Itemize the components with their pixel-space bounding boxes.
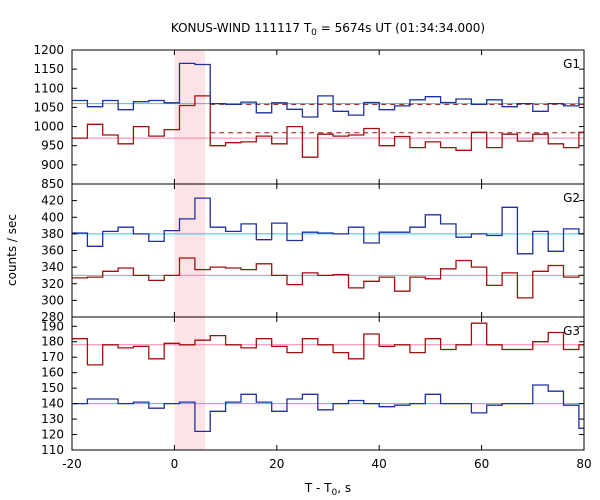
y-axis-label: counts / sec <box>5 214 19 286</box>
y-tick-label: 120 <box>41 428 64 442</box>
panel-G1-blue-series <box>72 62 584 118</box>
series-layer <box>72 62 584 433</box>
y-tick-label: 380 <box>41 227 64 241</box>
panel-G2-red-series <box>72 257 584 299</box>
panel-G3-blue-series <box>72 384 584 433</box>
y-tick-label: 150 <box>41 381 64 395</box>
x-tick-label: -20 <box>62 457 82 471</box>
y-tick-label: 950 <box>41 139 64 153</box>
x-axis-label: T - T0, s <box>304 481 351 498</box>
y-tick-label: 900 <box>41 158 64 172</box>
chart-title: KONUS-WIND 111117 T0 = 5674s UT (01:34:3… <box>171 21 485 38</box>
x-tick-label: 40 <box>372 457 387 471</box>
x-tick-label: 0 <box>171 457 179 471</box>
y-tick-label: 160 <box>41 366 64 380</box>
y-tick-label: 190 <box>41 319 64 333</box>
y-tick-label: 140 <box>41 397 64 411</box>
x-tick-label: 80 <box>576 457 591 471</box>
panel-label-G1: G1 <box>563 57 580 71</box>
y-tick-label: 1050 <box>33 100 64 114</box>
panel-G1-frame <box>71 49 585 185</box>
x-tick-label: 60 <box>474 457 489 471</box>
y-tick-label: 280 <box>41 310 64 324</box>
y-tick-label: 320 <box>41 277 64 291</box>
y-tick-label: 400 <box>41 210 64 224</box>
y-tick-label: 1150 <box>33 62 64 76</box>
ticks-layer <box>71 49 585 451</box>
panel-G3-frame <box>71 316 585 451</box>
y-tick-label: 130 <box>41 412 64 426</box>
y-tick-label: 850 <box>41 177 64 191</box>
y-tick-label: 170 <box>41 350 64 364</box>
y-tick-label: 300 <box>41 293 64 307</box>
panel-G3-red-series <box>72 322 584 366</box>
panel-G2-frame <box>71 183 585 318</box>
y-tick-label: 420 <box>41 194 64 208</box>
y-tick-label: 340 <box>41 260 64 274</box>
panel-label-G2: G2 <box>563 191 580 205</box>
labels-layer: 85090095010001050110011501200G1280300320… <box>33 43 591 471</box>
y-tick-label: 180 <box>41 335 64 349</box>
y-tick-label: 1100 <box>33 81 64 95</box>
y-tick-label: 360 <box>41 244 64 258</box>
y-tick-label: 1200 <box>33 43 64 57</box>
panel-frames-layer <box>71 49 585 451</box>
y-tick-label: 1000 <box>33 120 64 134</box>
x-tick-label: 20 <box>269 457 284 471</box>
panel-G2-blue-series <box>72 197 584 255</box>
y-tick-label: 110 <box>41 443 64 457</box>
panel-G1-red-series <box>72 95 584 158</box>
panel-label-G3: G3 <box>563 324 580 338</box>
